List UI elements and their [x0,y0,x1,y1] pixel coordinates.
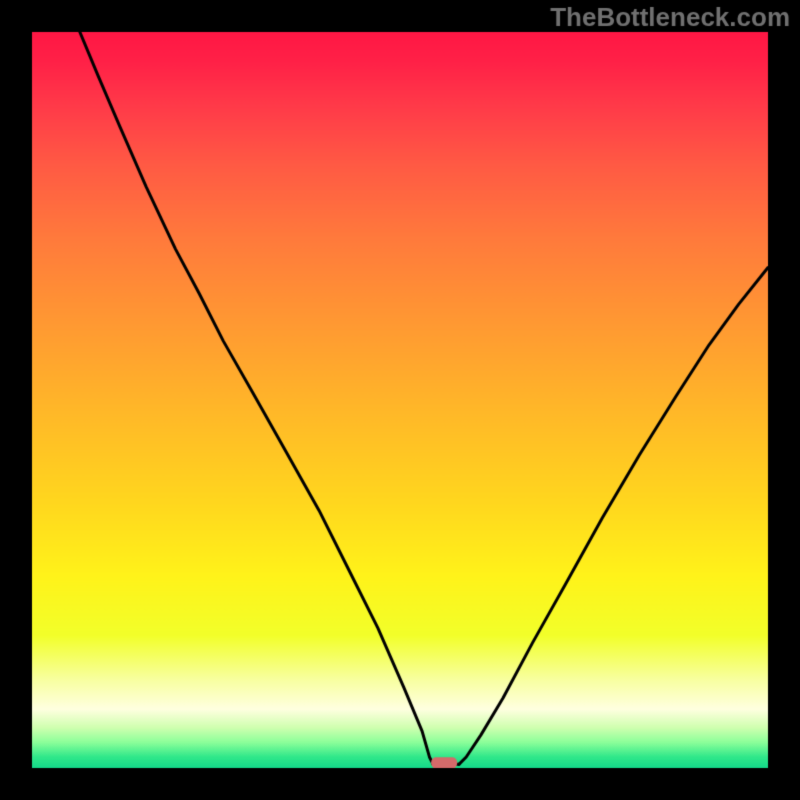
bottleneck-chart [0,0,800,800]
